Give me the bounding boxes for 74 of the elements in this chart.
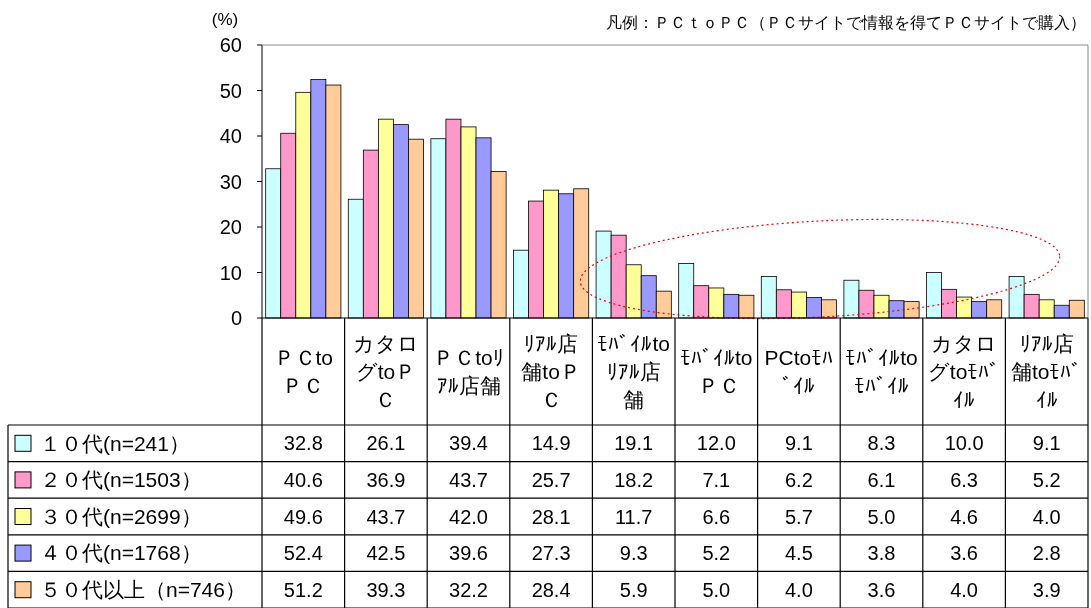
x-tick-label: カタログtoﾓﾊﾞｲﾙ bbox=[927, 331, 1001, 411]
data-label: 40.6 bbox=[283, 468, 323, 491]
data-label: 6.3 bbox=[950, 468, 979, 491]
y-tick-label: 50 bbox=[219, 79, 242, 102]
data-label: 39.6 bbox=[449, 542, 488, 565]
data-label: 2.8 bbox=[1032, 542, 1061, 565]
data-label: 43.7 bbox=[366, 505, 406, 528]
x-tick-label: PCtoﾓﾊﾞｲﾙ bbox=[764, 345, 834, 397]
data-label: 27.3 bbox=[531, 542, 571, 565]
x-tick-label: ﾓﾊﾞｲﾙtoﾘｱﾙ店舗 bbox=[597, 331, 670, 411]
data-label: 4.6 bbox=[950, 505, 979, 528]
x-tick-label: カタログtoＰＣ bbox=[352, 331, 419, 411]
data-label: 32.2 bbox=[449, 578, 488, 601]
legend-label: ２０代(n=1503） bbox=[40, 468, 202, 492]
text: 凡例：ＰＣｔｏＰＣ（ＰＣサイトで情報を得てＰＣサイトで購入） bbox=[606, 14, 1086, 31]
data-label: 4.5 bbox=[784, 542, 813, 565]
data-label: 25.7 bbox=[531, 468, 571, 491]
x-tick-label: ﾓﾊﾞｲﾙto ＰＣ bbox=[680, 345, 753, 397]
data-label: 42.5 bbox=[366, 542, 406, 565]
data-label: 4.0 bbox=[784, 578, 813, 601]
data-label: 11.7 bbox=[614, 505, 653, 528]
x-tick-label: ﾓﾊﾞｲﾙtoﾓﾊﾞｲﾙ bbox=[845, 345, 918, 397]
y-tick-label: 20 bbox=[219, 216, 242, 238]
data-label: 12.0 bbox=[696, 432, 736, 455]
data-label: 28.4 bbox=[531, 578, 571, 601]
data-label: 9.1 bbox=[784, 432, 813, 455]
legend-label: ５０代以上（n=746） bbox=[40, 578, 246, 602]
x-tick-label: ＰＣtoﾘｱﾙ店舗 bbox=[433, 345, 504, 397]
data-label: 6.2 bbox=[784, 468, 813, 491]
data-label: 26.1 bbox=[366, 432, 406, 455]
data-label: 8.3 bbox=[867, 432, 896, 455]
data-label: 19.1 bbox=[614, 432, 654, 455]
y-tick-label: 30 bbox=[219, 170, 242, 193]
y-tick-label: 60 bbox=[219, 34, 242, 56]
data-label: 42.0 bbox=[449, 505, 488, 528]
y-tick-label: 40 bbox=[219, 125, 242, 147]
data-label: 28.1 bbox=[531, 505, 571, 528]
data-label: 5.9 bbox=[619, 578, 648, 601]
data-label: 10.0 bbox=[944, 432, 984, 455]
data-label: 6.6 bbox=[702, 505, 731, 528]
data-label: 9.1 bbox=[1032, 432, 1061, 455]
data-label: 4.0 bbox=[950, 578, 979, 601]
data-label: 6.1 bbox=[867, 468, 896, 491]
data-label: 5.0 bbox=[702, 578, 731, 601]
legend-label: ４０代(n=1768） bbox=[40, 541, 202, 565]
x-tick-label: ﾘｱﾙ店舗toﾓﾊﾞｲﾙ bbox=[1010, 331, 1083, 411]
data-label: 51.2 bbox=[283, 578, 323, 601]
data-label: 5.2 bbox=[1032, 468, 1061, 491]
data-label: 43.7 bbox=[449, 468, 488, 491]
data-label: 5.0 bbox=[867, 505, 896, 528]
y-axis-title: (%) bbox=[211, 10, 239, 29]
data-label: 5.7 bbox=[784, 505, 813, 528]
data-label: 36.9 bbox=[366, 468, 406, 491]
data-label: 39.3 bbox=[366, 578, 406, 601]
y-tick-label: 0 bbox=[230, 307, 242, 329]
data-label: 18.2 bbox=[614, 468, 654, 491]
data-label: 32.8 bbox=[283, 432, 323, 455]
data-label: 49.6 bbox=[283, 505, 323, 528]
x-tick-label: ﾘｱﾙ店舗toＰＣ bbox=[521, 331, 581, 411]
data-label: 3.6 bbox=[867, 578, 896, 601]
data-label: 39.4 bbox=[449, 432, 488, 455]
data-label: 4.0 bbox=[1032, 505, 1061, 528]
data-label: 14.9 bbox=[531, 432, 571, 455]
data-label: 3.8 bbox=[867, 542, 896, 565]
data-label: 52.4 bbox=[283, 542, 323, 565]
legend-label: ３０代(n=2699） bbox=[40, 504, 202, 528]
y-tick-label: 10 bbox=[219, 261, 242, 284]
data-label: 5.2 bbox=[702, 542, 731, 565]
data-label: 3.6 bbox=[950, 542, 979, 565]
x-tick-label: ＰＣtoＰＣ bbox=[273, 345, 334, 397]
data-label: 9.3 bbox=[619, 542, 648, 565]
data-label: 7.1 bbox=[702, 468, 731, 491]
data-label: 3.9 bbox=[1032, 578, 1061, 601]
legend-label: １０代(n=241） bbox=[40, 431, 190, 455]
